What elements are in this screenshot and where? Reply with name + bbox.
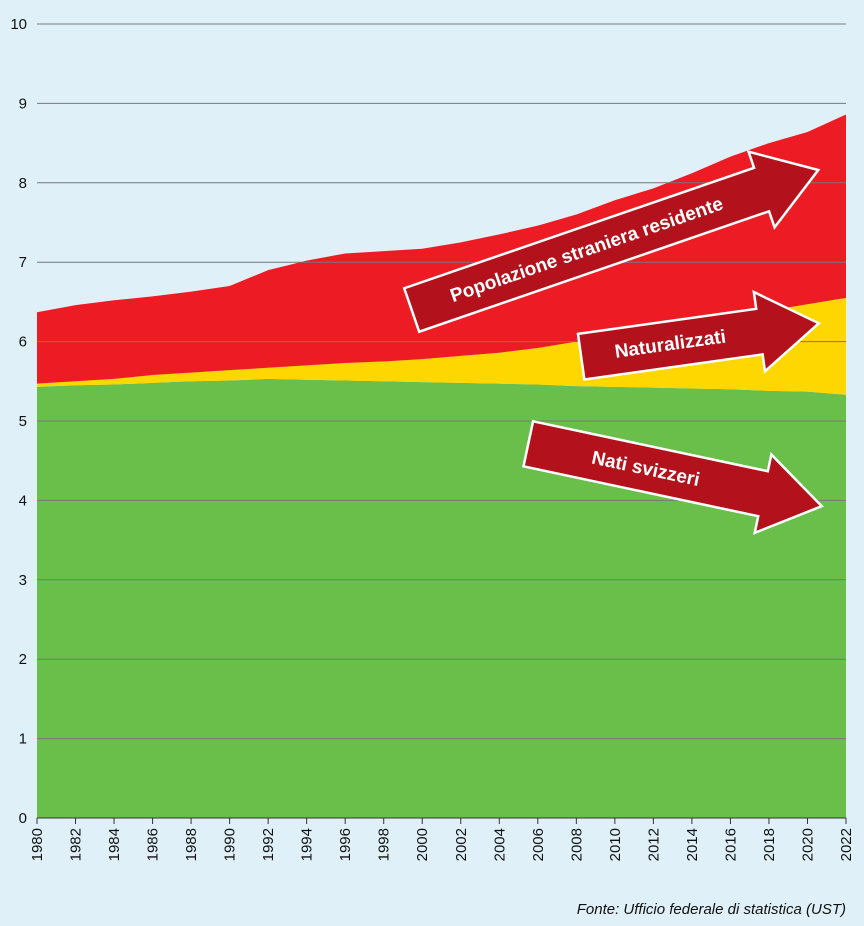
x-tick-label: 1994: [299, 828, 316, 861]
y-tick-label: 1: [19, 731, 27, 748]
y-tick-label: 4: [19, 492, 27, 509]
x-tick-label: 2006: [530, 828, 547, 861]
y-tick-label: 7: [19, 254, 27, 271]
y-tick-label: 3: [19, 572, 27, 589]
x-tick-label: 2016: [722, 828, 739, 861]
area: [37, 379, 846, 818]
source: Fonte: Ufficio federale di statistica (U…: [577, 901, 846, 918]
x-tick-label: 2012: [645, 828, 662, 861]
x-tick-label: 1996: [337, 828, 354, 861]
x-tick-label: 1980: [29, 828, 46, 861]
x-tick-label: 2014: [684, 828, 701, 861]
x-tick-label: 2022: [838, 828, 855, 861]
y-tick-label: 2: [19, 651, 27, 668]
chart: Fonte: Ufficio federale di statistica (U…: [0, 0, 864, 926]
y-tick-label: 6: [19, 334, 27, 351]
x-tick-label: 2020: [799, 828, 816, 861]
x-tick-label: 2002: [453, 828, 470, 861]
y-tick-label: 0: [19, 810, 27, 827]
x-tick-label: 2000: [414, 828, 431, 861]
y-tick-label: 8: [19, 175, 27, 192]
x-tick-label: 2010: [607, 828, 624, 861]
y-tick-label: 5: [19, 413, 27, 430]
x-tick-label: 1992: [260, 828, 277, 861]
x-tick-label: 1988: [183, 828, 200, 861]
y-tick-label: 10: [10, 16, 27, 33]
y-tick-label: 9: [19, 95, 27, 112]
x-tick-label: 1982: [68, 828, 85, 861]
x-tick-label: 1984: [106, 828, 123, 861]
x-tick-label: 2008: [568, 828, 585, 861]
x-tick-label: 1998: [376, 828, 393, 861]
x-tick-label: 2004: [491, 828, 508, 861]
x-tick-label: 2018: [761, 828, 778, 861]
x-tick-label: 1990: [222, 828, 239, 861]
x-tick-label: 1986: [145, 828, 162, 861]
